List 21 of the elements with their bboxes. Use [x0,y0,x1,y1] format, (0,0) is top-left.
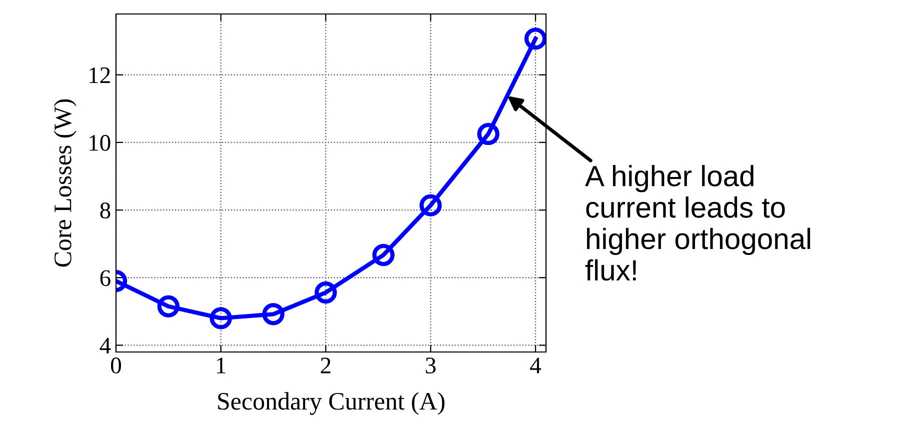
y-tick-label: 6 [100,270,110,286]
x-tick-label: 3 [426,358,436,374]
point [262,303,284,326]
point [372,244,395,266]
y-tick-label: 8 [100,202,110,218]
x-axis-title: Secondary Current (A) [218,392,444,415]
point [477,122,500,146]
x-tick-label: 0 [110,358,122,374]
x-tick-label: 4 [530,358,542,374]
y-tick-label: 12 [90,67,110,84]
point [314,281,337,304]
point [524,28,546,50]
y-tick-label: 10 [90,134,110,151]
x-tick-label: 2 [320,358,330,374]
annotation: A higher load current leads to higher orthogonal flux! [585,165,810,281]
y-tick-label: 4 [100,338,111,354]
point [420,194,442,216]
point [157,295,180,318]
y-axis-title: Core Losses (W) [54,99,76,267]
x-tick-label: 1 [217,358,226,374]
point [210,307,232,330]
